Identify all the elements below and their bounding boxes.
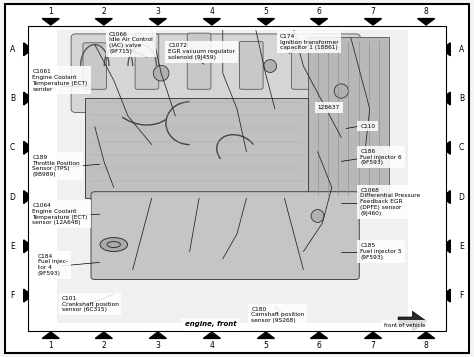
Ellipse shape: [100, 237, 128, 252]
Polygon shape: [257, 332, 274, 338]
Bar: [57, 30, 408, 323]
Polygon shape: [149, 332, 166, 338]
Text: 7: 7: [371, 7, 375, 16]
Text: C185
Fuel injector 5
(9F593): C185 Fuel injector 5 (9F593): [360, 243, 402, 260]
Text: C1064
Engine Coolant
Temperature (ECT)
sensor (12A648): C1064 Engine Coolant Temperature (ECT) s…: [32, 203, 88, 225]
Text: A: A: [459, 45, 465, 54]
FancyBboxPatch shape: [187, 33, 211, 89]
Text: 5: 5: [264, 341, 268, 350]
Text: C: C: [459, 143, 465, 152]
Text: 1: 1: [48, 7, 53, 16]
Text: F: F: [459, 291, 464, 300]
Text: 8: 8: [424, 7, 428, 16]
Text: C174
Ignition transformer
capacitor 1 (18861): C174 Ignition transformer capacitor 1 (1…: [280, 34, 338, 50]
Text: A: A: [9, 45, 15, 54]
Text: 2: 2: [101, 7, 106, 16]
Text: 2: 2: [101, 341, 106, 350]
Text: front of vehicle: front of vehicle: [384, 323, 426, 328]
Bar: [28, 26, 446, 331]
Polygon shape: [442, 43, 450, 56]
FancyBboxPatch shape: [135, 34, 159, 89]
Text: 6: 6: [317, 7, 321, 16]
Text: C186
Fuel injector 6
(9F593): C186 Fuel injector 6 (9F593): [360, 149, 402, 165]
Ellipse shape: [311, 210, 324, 222]
Polygon shape: [310, 332, 328, 338]
Text: C101
Crankshaft position
sensor (6C315): C101 Crankshaft position sensor (6C315): [62, 296, 118, 312]
Polygon shape: [24, 43, 32, 56]
Polygon shape: [365, 19, 382, 25]
Text: 5: 5: [264, 7, 268, 16]
Polygon shape: [442, 141, 450, 154]
Text: C189
Throttle Position
Sensor (TPS)
(9B989): C189 Throttle Position Sensor (TPS) (9B9…: [32, 155, 80, 177]
Bar: [308, 37, 389, 198]
Polygon shape: [42, 332, 59, 338]
Text: 3: 3: [155, 341, 160, 350]
Text: D: D: [9, 192, 15, 202]
Text: C1066
Idle Air Control
(IAC) valve
(9F715): C1066 Idle Air Control (IAC) valve (9F71…: [109, 32, 153, 54]
Ellipse shape: [153, 65, 169, 81]
Text: C1061
Engine Coolant
Temperature (ECT)
sender: C1061 Engine Coolant Temperature (ECT) s…: [32, 69, 88, 91]
Bar: [85, 98, 308, 198]
Ellipse shape: [264, 60, 277, 72]
Text: 3: 3: [155, 7, 160, 16]
Polygon shape: [203, 332, 220, 338]
Polygon shape: [442, 240, 450, 253]
Text: B: B: [459, 94, 464, 103]
FancyBboxPatch shape: [71, 34, 360, 112]
Text: D: D: [459, 192, 465, 202]
Polygon shape: [442, 92, 450, 105]
Polygon shape: [24, 92, 32, 105]
Text: 7: 7: [371, 341, 375, 350]
Text: E: E: [10, 242, 15, 251]
Text: C110: C110: [360, 124, 375, 129]
Polygon shape: [24, 141, 32, 154]
Polygon shape: [418, 19, 435, 25]
Polygon shape: [398, 311, 427, 331]
Text: C180
Camshaft position
sensor (9S268): C180 Camshaft position sensor (9S268): [251, 307, 304, 323]
Polygon shape: [149, 19, 166, 25]
Text: 128637: 128637: [318, 105, 340, 110]
FancyBboxPatch shape: [239, 41, 263, 89]
Text: 8: 8: [424, 341, 428, 350]
Text: 4: 4: [210, 7, 214, 16]
Polygon shape: [203, 19, 220, 25]
FancyBboxPatch shape: [83, 43, 107, 89]
Ellipse shape: [107, 242, 120, 247]
Polygon shape: [95, 332, 112, 338]
Polygon shape: [24, 191, 32, 203]
Polygon shape: [418, 332, 435, 338]
Polygon shape: [257, 19, 274, 25]
Text: 6: 6: [317, 341, 321, 350]
FancyBboxPatch shape: [292, 51, 315, 89]
Polygon shape: [95, 19, 112, 25]
Polygon shape: [310, 19, 328, 25]
Polygon shape: [24, 289, 32, 302]
Text: 4: 4: [210, 341, 214, 350]
Text: C: C: [9, 143, 15, 152]
Polygon shape: [24, 240, 32, 253]
Text: C1072
EGR vacuum regulator
solenoid (9J459): C1072 EGR vacuum regulator solenoid (9J4…: [168, 44, 235, 60]
Polygon shape: [42, 19, 59, 25]
Text: C1068
Differential Pressure
Feedback EGR
(DPFE) sensor
(9J460): C1068 Differential Pressure Feedback EGR…: [360, 188, 420, 216]
FancyBboxPatch shape: [91, 192, 359, 280]
Text: E: E: [459, 242, 464, 251]
Polygon shape: [365, 332, 382, 338]
Polygon shape: [442, 289, 450, 302]
Ellipse shape: [334, 84, 348, 98]
Text: C184
Fuel injec-
tor 4
(9F593): C184 Fuel injec- tor 4 (9F593): [38, 254, 68, 276]
Text: 1: 1: [48, 341, 53, 350]
Polygon shape: [442, 191, 450, 203]
Text: F: F: [10, 291, 15, 300]
Text: B: B: [10, 94, 15, 103]
Text: engine, front: engine, front: [185, 321, 237, 327]
